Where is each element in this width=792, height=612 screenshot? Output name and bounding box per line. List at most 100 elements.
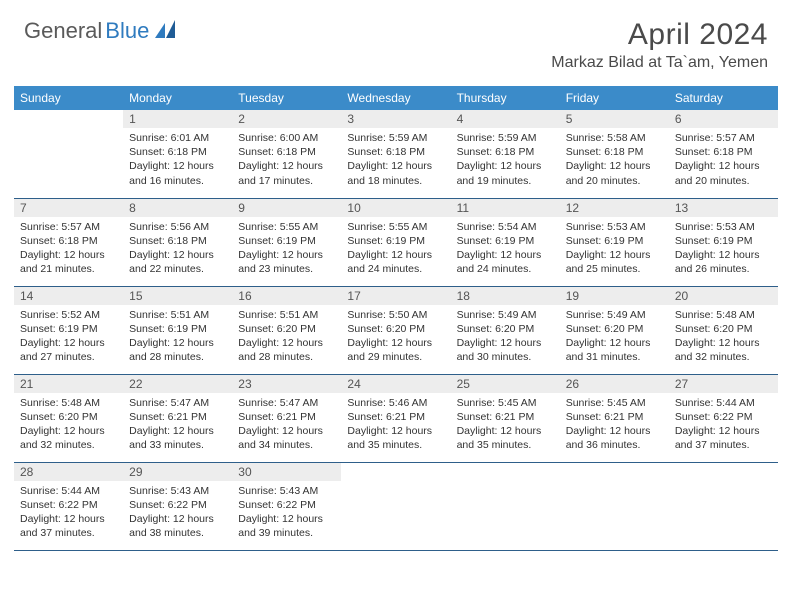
- calendar-week-row: 1Sunrise: 6:01 AMSunset: 6:18 PMDaylight…: [14, 110, 778, 198]
- day-details: Sunrise: 5:45 AMSunset: 6:21 PMDaylight:…: [451, 393, 560, 457]
- daylight-text: Daylight: 12 hours and 37 minutes.: [20, 512, 117, 540]
- day-details: Sunrise: 5:43 AMSunset: 6:22 PMDaylight:…: [232, 481, 341, 545]
- calendar-day-cell: 11Sunrise: 5:54 AMSunset: 6:19 PMDayligh…: [451, 198, 560, 286]
- day-details: Sunrise: 5:57 AMSunset: 6:18 PMDaylight:…: [669, 128, 778, 192]
- day-number: 14: [14, 287, 123, 305]
- day-details: Sunrise: 5:51 AMSunset: 6:20 PMDaylight:…: [232, 305, 341, 369]
- day-details: Sunrise: 5:47 AMSunset: 6:21 PMDaylight:…: [123, 393, 232, 457]
- daylight-text: Daylight: 12 hours and 34 minutes.: [238, 424, 335, 452]
- sunset-text: Sunset: 6:18 PM: [457, 145, 554, 159]
- calendar-day-cell: 9Sunrise: 5:55 AMSunset: 6:19 PMDaylight…: [232, 198, 341, 286]
- day-number: 21: [14, 375, 123, 393]
- sunset-text: Sunset: 6:18 PM: [566, 145, 663, 159]
- calendar-day-cell: 19Sunrise: 5:49 AMSunset: 6:20 PMDayligh…: [560, 286, 669, 374]
- sunset-text: Sunset: 6:18 PM: [347, 145, 444, 159]
- weekday-header-row: Sunday Monday Tuesday Wednesday Thursday…: [14, 86, 778, 110]
- sunset-text: Sunset: 6:18 PM: [238, 145, 335, 159]
- sunrise-text: Sunrise: 5:53 AM: [566, 220, 663, 234]
- daylight-text: Daylight: 12 hours and 30 minutes.: [457, 336, 554, 364]
- day-number: 13: [669, 199, 778, 217]
- daylight-text: Daylight: 12 hours and 21 minutes.: [20, 248, 117, 276]
- day-number: [560, 463, 669, 467]
- day-number: 6: [669, 110, 778, 128]
- day-details: Sunrise: 5:59 AMSunset: 6:18 PMDaylight:…: [341, 128, 450, 192]
- day-details: Sunrise: 5:44 AMSunset: 6:22 PMDaylight:…: [14, 481, 123, 545]
- day-details: Sunrise: 5:56 AMSunset: 6:18 PMDaylight:…: [123, 217, 232, 281]
- daylight-text: Daylight: 12 hours and 28 minutes.: [129, 336, 226, 364]
- sunrise-text: Sunrise: 5:56 AM: [129, 220, 226, 234]
- day-details: Sunrise: 5:51 AMSunset: 6:19 PMDaylight:…: [123, 305, 232, 369]
- day-details: Sunrise: 5:46 AMSunset: 6:21 PMDaylight:…: [341, 393, 450, 457]
- daylight-text: Daylight: 12 hours and 20 minutes.: [566, 159, 663, 187]
- day-number: 10: [341, 199, 450, 217]
- sunrise-text: Sunrise: 5:49 AM: [566, 308, 663, 322]
- month-title: April 2024: [551, 18, 768, 52]
- sunset-text: Sunset: 6:18 PM: [129, 234, 226, 248]
- calendar-day-cell: 8Sunrise: 5:56 AMSunset: 6:18 PMDaylight…: [123, 198, 232, 286]
- day-details: Sunrise: 5:49 AMSunset: 6:20 PMDaylight:…: [451, 305, 560, 369]
- daylight-text: Daylight: 12 hours and 24 minutes.: [457, 248, 554, 276]
- day-number: 17: [341, 287, 450, 305]
- day-number: 24: [341, 375, 450, 393]
- day-number: 12: [560, 199, 669, 217]
- daylight-text: Daylight: 12 hours and 24 minutes.: [347, 248, 444, 276]
- day-number: 23: [232, 375, 341, 393]
- calendar-day-cell: [14, 110, 123, 198]
- calendar-day-cell: 16Sunrise: 5:51 AMSunset: 6:20 PMDayligh…: [232, 286, 341, 374]
- day-number: 22: [123, 375, 232, 393]
- day-number: 19: [560, 287, 669, 305]
- sunrise-text: Sunrise: 5:59 AM: [347, 131, 444, 145]
- sunset-text: Sunset: 6:20 PM: [347, 322, 444, 336]
- day-details: Sunrise: 5:45 AMSunset: 6:21 PMDaylight:…: [560, 393, 669, 457]
- daylight-text: Daylight: 12 hours and 38 minutes.: [129, 512, 226, 540]
- calendar-day-cell: 12Sunrise: 5:53 AMSunset: 6:19 PMDayligh…: [560, 198, 669, 286]
- header: General Blue April 2024 Markaz Bilad at …: [0, 0, 792, 80]
- day-number: 29: [123, 463, 232, 481]
- day-number: 27: [669, 375, 778, 393]
- sunset-text: Sunset: 6:21 PM: [238, 410, 335, 424]
- daylight-text: Daylight: 12 hours and 33 minutes.: [129, 424, 226, 452]
- day-details: Sunrise: 5:55 AMSunset: 6:19 PMDaylight:…: [232, 217, 341, 281]
- daylight-text: Daylight: 12 hours and 32 minutes.: [675, 336, 772, 364]
- day-number: [341, 463, 450, 467]
- calendar-week-row: 21Sunrise: 5:48 AMSunset: 6:20 PMDayligh…: [14, 374, 778, 462]
- sunrise-text: Sunrise: 5:57 AM: [675, 131, 772, 145]
- day-details: Sunrise: 5:57 AMSunset: 6:18 PMDaylight:…: [14, 217, 123, 281]
- sunrise-text: Sunrise: 5:45 AM: [566, 396, 663, 410]
- calendar-day-cell: 18Sunrise: 5:49 AMSunset: 6:20 PMDayligh…: [451, 286, 560, 374]
- sunrise-text: Sunrise: 5:49 AM: [457, 308, 554, 322]
- sunset-text: Sunset: 6:21 PM: [347, 410, 444, 424]
- calendar-day-cell: 21Sunrise: 5:48 AMSunset: 6:20 PMDayligh…: [14, 374, 123, 462]
- day-number: 20: [669, 287, 778, 305]
- sunrise-text: Sunrise: 5:55 AM: [238, 220, 335, 234]
- sunset-text: Sunset: 6:22 PM: [675, 410, 772, 424]
- calendar-day-cell: 4Sunrise: 5:59 AMSunset: 6:18 PMDaylight…: [451, 110, 560, 198]
- day-number: [669, 463, 778, 467]
- sunrise-text: Sunrise: 5:55 AM: [347, 220, 444, 234]
- day-number: 4: [451, 110, 560, 128]
- calendar-day-cell: [669, 462, 778, 550]
- day-details: Sunrise: 5:54 AMSunset: 6:19 PMDaylight:…: [451, 217, 560, 281]
- daylight-text: Daylight: 12 hours and 28 minutes.: [238, 336, 335, 364]
- sunrise-text: Sunrise: 5:46 AM: [347, 396, 444, 410]
- day-number: 18: [451, 287, 560, 305]
- day-details: Sunrise: 5:52 AMSunset: 6:19 PMDaylight:…: [14, 305, 123, 369]
- calendar-day-cell: 15Sunrise: 5:51 AMSunset: 6:19 PMDayligh…: [123, 286, 232, 374]
- daylight-text: Daylight: 12 hours and 35 minutes.: [457, 424, 554, 452]
- daylight-text: Daylight: 12 hours and 36 minutes.: [566, 424, 663, 452]
- calendar-day-cell: 7Sunrise: 5:57 AMSunset: 6:18 PMDaylight…: [14, 198, 123, 286]
- sunset-text: Sunset: 6:21 PM: [129, 410, 226, 424]
- sunrise-text: Sunrise: 6:01 AM: [129, 131, 226, 145]
- day-number: 5: [560, 110, 669, 128]
- day-details: Sunrise: 5:59 AMSunset: 6:18 PMDaylight:…: [451, 128, 560, 192]
- daylight-text: Daylight: 12 hours and 16 minutes.: [129, 159, 226, 187]
- weekday-header: Saturday: [669, 86, 778, 110]
- sunrise-text: Sunrise: 5:50 AM: [347, 308, 444, 322]
- day-details: Sunrise: 5:49 AMSunset: 6:20 PMDaylight:…: [560, 305, 669, 369]
- sunset-text: Sunset: 6:18 PM: [129, 145, 226, 159]
- daylight-text: Daylight: 12 hours and 20 minutes.: [675, 159, 772, 187]
- logo-text-general: General: [24, 18, 102, 44]
- calendar-day-cell: 24Sunrise: 5:46 AMSunset: 6:21 PMDayligh…: [341, 374, 450, 462]
- day-number: 30: [232, 463, 341, 481]
- sunset-text: Sunset: 6:20 PM: [238, 322, 335, 336]
